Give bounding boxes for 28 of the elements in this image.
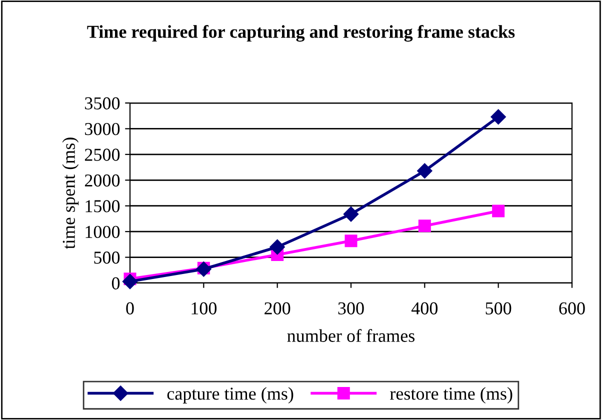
point	[270, 239, 285, 255]
x-tick-label: 0	[126, 302, 134, 314]
y-tick-label: 3000	[85, 122, 120, 136]
y-tick-label: 2000	[84, 174, 120, 187]
point	[122, 274, 138, 290]
y-tick-label: 0	[112, 277, 120, 290]
legend-label: capture time (ms)	[167, 387, 294, 404]
x-tick-label: 400	[411, 302, 438, 314]
x-tick-label: 200	[264, 302, 290, 314]
x-tick-label: 100	[192, 302, 217, 314]
x-axis-title: number of frames	[287, 329, 415, 342]
y-tick-label: 3500	[85, 97, 120, 110]
point	[343, 206, 359, 222]
y-tick-label: 500	[94, 252, 120, 264]
chart-title: Time required for capturing and restoring frame stacks	[87, 25, 515, 42]
y-tick-label: 2500	[84, 148, 120, 161]
point	[492, 204, 505, 218]
legend-label: restore time (ms)	[390, 387, 512, 404]
y-tick-label: 1000	[86, 226, 120, 238]
point	[490, 109, 506, 124]
y-tick-label: 1500	[86, 200, 120, 212]
x-tick-label: 300	[338, 302, 364, 314]
x-tick-label: 500	[486, 302, 512, 314]
x-tick-label: 600	[559, 302, 585, 314]
y-axis-title: time spent (ms)	[62, 138, 79, 249]
point	[344, 234, 358, 248]
point	[417, 163, 432, 178]
point	[418, 220, 431, 232]
